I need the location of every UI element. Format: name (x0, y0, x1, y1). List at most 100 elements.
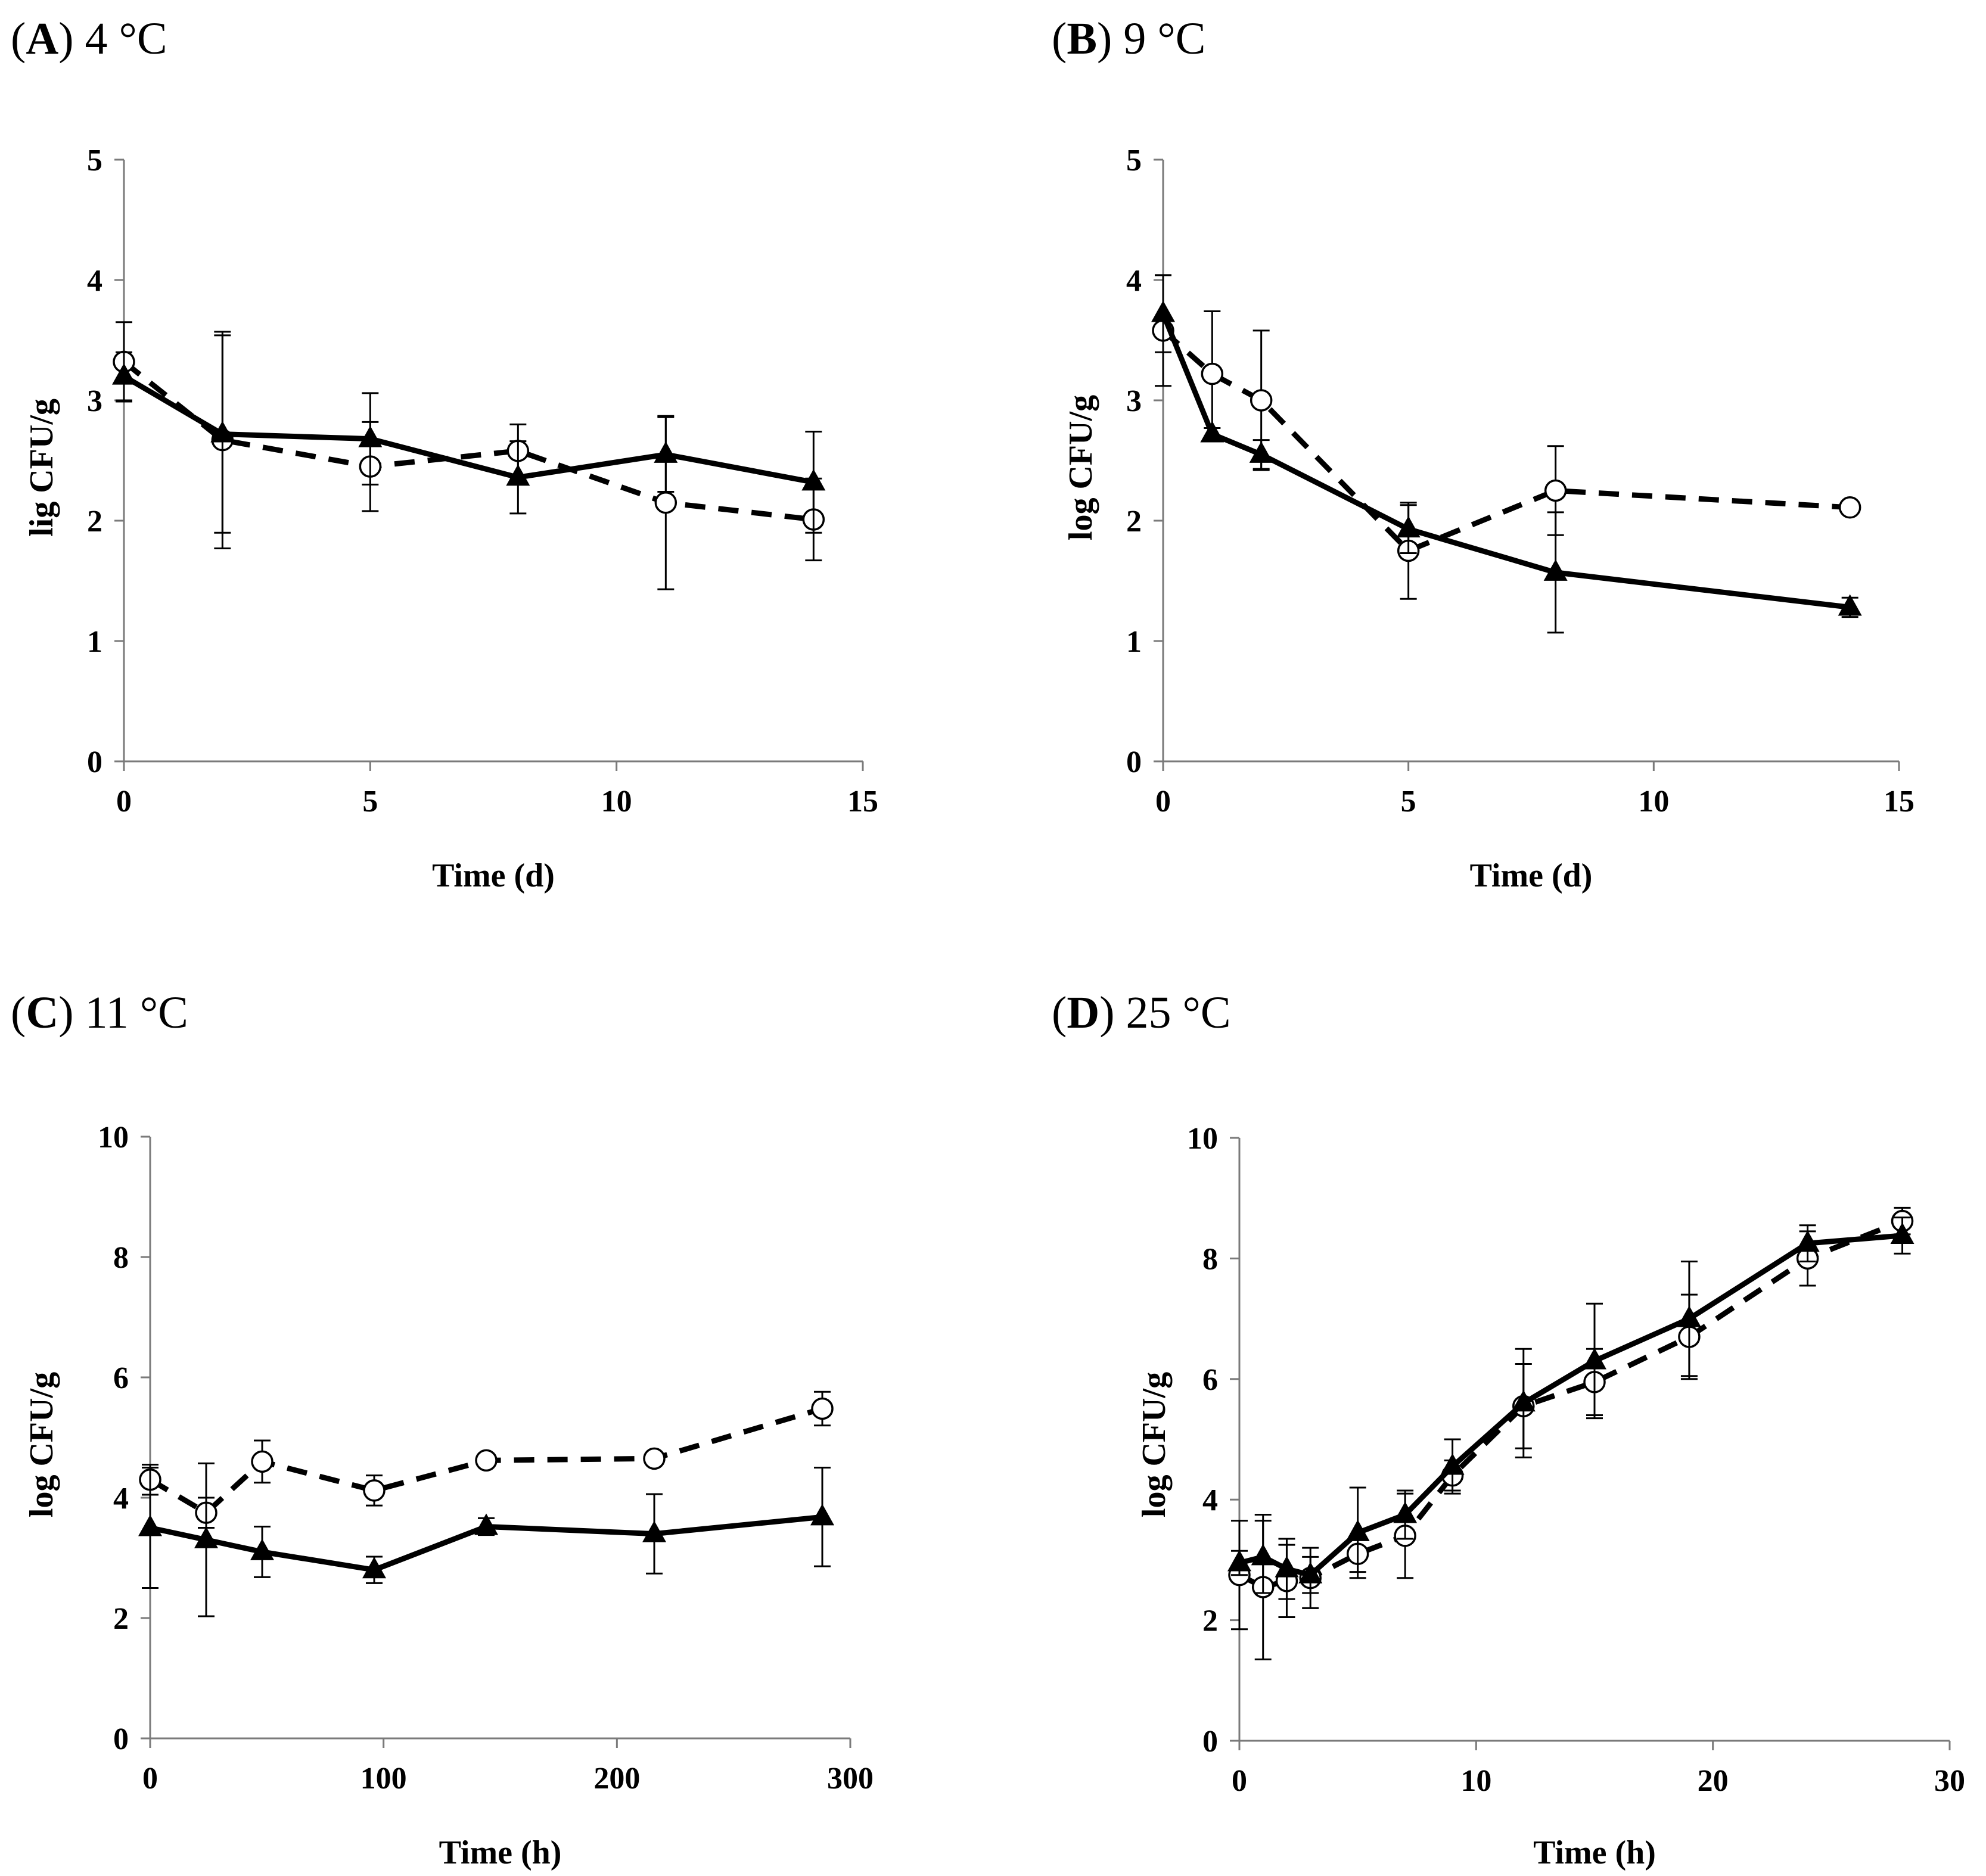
x-tick-label: 300 (827, 1762, 874, 1796)
data-point-triangle (506, 464, 530, 486)
data-point-triangle (1249, 441, 1273, 463)
x-axis-label: Time (h) (439, 1834, 562, 1871)
y-tick-label: 2 (1126, 505, 1142, 539)
data-point-triangle (1396, 516, 1421, 538)
data-point-circle (1838, 496, 1861, 519)
data-point-triangle (1151, 300, 1175, 322)
panel-title-paren-close: ) (1099, 988, 1126, 1038)
x-tick-label: 15 (847, 785, 878, 819)
panel-title: (B) 9 °C (1052, 14, 1205, 64)
x-tick-label: 20 (1698, 1764, 1729, 1798)
panel-temperature: 4 °C (85, 14, 167, 64)
y-tick-label: 0 (1202, 1725, 1218, 1759)
data-point-circle (1544, 479, 1567, 502)
data-point-triangle (1511, 1390, 1536, 1412)
y-tick-label: 4 (113, 1482, 129, 1516)
x-axis-label: Time (d) (1470, 857, 1593, 894)
series-filled-triangle (138, 1462, 834, 1617)
panel-letter: C (26, 988, 58, 1038)
data-point-triangle (1677, 1305, 1701, 1327)
y-tick-label: 10 (98, 1121, 129, 1155)
y-tick-label: 5 (87, 144, 102, 178)
data-point-triangle (362, 1557, 386, 1579)
y-tick-label: 8 (113, 1241, 129, 1275)
series-line (1160, 312, 1851, 610)
x-tick-label: 0 (1155, 785, 1171, 819)
data-point-triangle (654, 441, 678, 463)
panel-letter: A (26, 14, 58, 64)
data-point-triangle (474, 1513, 498, 1535)
panel-title: (D) 25 °C (1052, 988, 1231, 1038)
data-point-circle (811, 1397, 834, 1420)
chart-panel-a: (A) 4 °C 0 1 2 3 4 5 0 5 10 15 Time (d) lig CFU/g (11, 14, 878, 894)
data-point-triangle (358, 425, 383, 447)
data-point-circle (1250, 389, 1273, 412)
x-tick-label: 0 (1232, 1764, 1247, 1798)
x-tick-label: 200 (593, 1762, 640, 1796)
y-axis-label: log CFU/g (23, 1372, 60, 1517)
series-line (1238, 1218, 1904, 1590)
y-tick-label: 0 (87, 745, 102, 779)
y-tick-label: 3 (87, 384, 102, 418)
data-point-circle (643, 1447, 666, 1470)
data-point-triangle (1251, 1544, 1275, 1566)
series-filled-triangle (112, 334, 826, 534)
y-axis-label: log CFU/g (1136, 1372, 1173, 1517)
data-point-triangle (1393, 1501, 1418, 1523)
panel-title-paren-open: ( (11, 988, 26, 1038)
y-axis-label: log CFU/g (1062, 395, 1099, 540)
x-tick-label: 10 (1460, 1764, 1491, 1798)
data-point-triangle (801, 469, 826, 491)
x-tick-label: 10 (601, 785, 632, 819)
y-axis-label: lig CFU/g (23, 399, 60, 537)
x-tick-label: 15 (1884, 785, 1914, 819)
y-tick-label: 4 (1126, 264, 1142, 298)
series-open-circle (1152, 274, 1861, 600)
y-tick-label: 4 (87, 264, 102, 298)
data-point-circle (1201, 362, 1224, 385)
data-point-triangle (1543, 559, 1568, 581)
panel-temperature: 9 °C (1123, 14, 1205, 64)
data-point-circle (654, 491, 677, 514)
y-tick-label: 2 (87, 505, 102, 539)
chart-panel-b: (B) 9 °C 0 1 2 3 4 5 0 5 10 15 Time (d) log CFU/g (1052, 14, 1914, 894)
x-tick-label: 10 (1638, 785, 1669, 819)
panel-title-paren-close: ) (58, 988, 85, 1038)
data-point-triangle (1583, 1348, 1606, 1370)
y-tick-label: 1 (1126, 625, 1142, 659)
data-point-triangle (1275, 1555, 1299, 1578)
panel-title-paren-open: ( (1052, 14, 1067, 64)
data-point-triangle (250, 1538, 274, 1560)
series-filled-triangle (1151, 274, 1862, 634)
panel-title-paren-close: ) (58, 14, 85, 64)
y-tick-label: 6 (113, 1361, 129, 1395)
data-point-triangle (1440, 1453, 1465, 1475)
x-tick-label: 5 (1401, 785, 1416, 819)
x-tick-label: 0 (142, 1762, 158, 1796)
y-tick-label: 1 (87, 625, 102, 659)
y-tick-label: 6 (1202, 1363, 1218, 1397)
data-point-triangle (112, 363, 136, 385)
series-open-circle (1228, 1206, 1914, 1660)
y-tick-label: 2 (113, 1602, 129, 1636)
data-point-triangle (1890, 1222, 1914, 1244)
panel-title: (C) 11 °C (11, 988, 188, 1038)
series-line (1161, 328, 1850, 553)
x-axis-label: Time (h) (1533, 1834, 1656, 1871)
x-tick-label: 0 (116, 785, 132, 819)
x-tick-label: 100 (360, 1762, 407, 1796)
data-point-triangle (642, 1520, 666, 1542)
data-point-triangle (1795, 1230, 1820, 1252)
data-point-circle (363, 1479, 386, 1502)
x-axis-label: Time (d) (432, 857, 555, 894)
data-point-triangle (1838, 594, 1862, 616)
y-tick-label: 2 (1202, 1604, 1218, 1638)
panel-temperature: 25 °C (1126, 988, 1231, 1038)
data-point-triangle (1200, 421, 1224, 443)
y-tick-label: 8 (1202, 1242, 1218, 1276)
data-point-triangle (1345, 1519, 1370, 1541)
panel-letter: B (1067, 14, 1097, 64)
data-point-circle (475, 1449, 498, 1472)
panel-temperature: 11 °C (85, 988, 188, 1038)
